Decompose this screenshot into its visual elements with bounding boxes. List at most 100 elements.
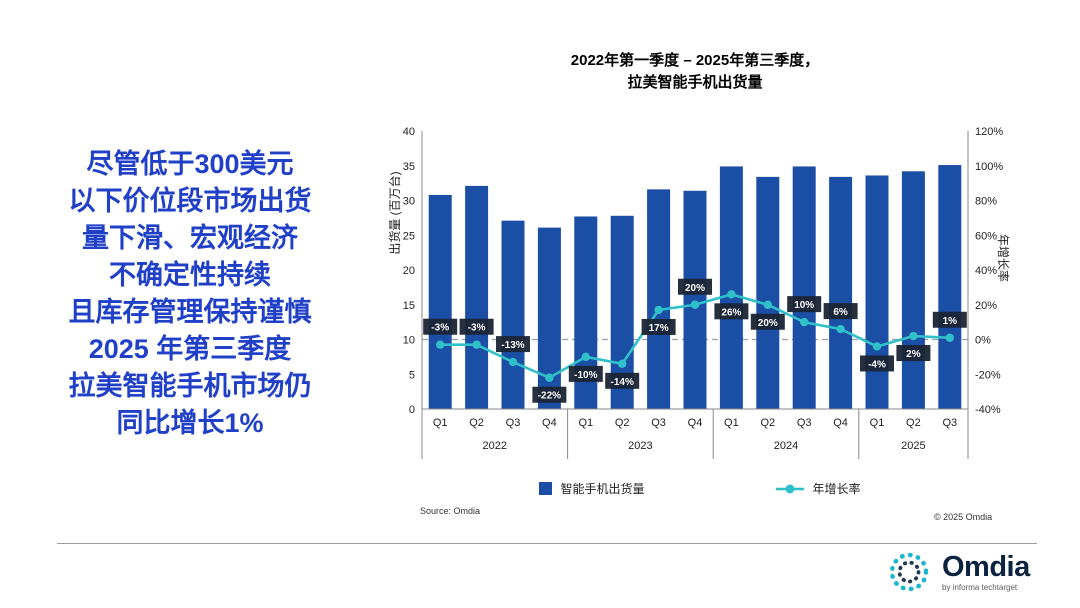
svg-text:Q2: Q2	[906, 417, 921, 429]
key-message-line: 同比增长1%	[116, 408, 264, 438]
point-label-box	[678, 278, 712, 295]
svg-text:5: 5	[409, 369, 415, 381]
point-label: -14%	[611, 377, 634, 388]
line-marker	[545, 373, 554, 382]
point-label: 17%	[649, 323, 669, 334]
copyright-note: © 2025 Omdia	[934, 512, 993, 522]
footer-divider	[57, 543, 1037, 544]
shipments-growth-chart: 0510152025303540-40%-20%0%20%40%60%80%10…	[387, 126, 1010, 459]
point-label: -22%	[538, 391, 561, 402]
key-message-line: 不确定性持续	[109, 260, 271, 290]
point-label: -3%	[431, 323, 449, 334]
line-marker	[800, 317, 809, 327]
point-label-box	[932, 311, 967, 328]
chart-title: 2022年第一季度 – 2025年第三季度， 拉美智能手机出货量	[420, 50, 970, 94]
point-label-box	[787, 296, 822, 313]
key-message-line: 拉美智能手机市场仍	[68, 371, 312, 401]
left-axis-title: 出货量 (百万台)	[387, 171, 402, 254]
bar-swatch-icon	[539, 482, 553, 495]
svg-text:20%: 20%	[975, 300, 997, 312]
line-marker	[508, 357, 518, 367]
line-marker	[945, 333, 954, 342]
point-label: 2%	[906, 349, 921, 360]
omdia-logo-tagline: by informa techtarget	[942, 582, 1018, 592]
svg-text:2023: 2023	[628, 440, 652, 452]
svg-text:Q4: Q4	[542, 417, 557, 429]
svg-text:Q3: Q3	[797, 417, 812, 429]
svg-text:Q3: Q3	[942, 417, 957, 429]
line-marker	[581, 352, 590, 362]
svg-text:-40%: -40%	[975, 404, 1001, 416]
legend-item-growth: 年增长率	[775, 480, 861, 497]
bar	[756, 176, 780, 409]
point-label: 6%	[833, 307, 848, 318]
point-label: 26%	[721, 307, 741, 318]
source-note: Source: Omdia	[420, 506, 481, 516]
svg-text:40%: 40%	[975, 265, 997, 277]
svg-text:100%: 100%	[975, 161, 1003, 173]
svg-text:Q3: Q3	[506, 417, 521, 429]
bar	[938, 165, 962, 409]
line-marker	[763, 300, 772, 309]
point-label-box	[641, 318, 676, 335]
key-message-line: 以下价位段市场出货	[68, 186, 312, 216]
svg-text:Q2: Q2	[615, 417, 630, 429]
key-message-line: 量下滑、宏观经济	[82, 223, 298, 253]
omdia-logo-text: Omdia	[942, 550, 1030, 583]
svg-text:Q2: Q2	[760, 417, 775, 429]
key-message-line: 2025 年第三季度	[88, 334, 292, 364]
svg-text:25: 25	[403, 230, 415, 242]
svg-text:Q3: Q3	[651, 417, 666, 429]
svg-text:Q1: Q1	[724, 417, 739, 429]
key-message-line: 尽管低于300美元	[86, 149, 294, 179]
line-marker	[727, 290, 736, 299]
svg-text:0%: 0%	[975, 335, 991, 347]
svg-text:2024: 2024	[774, 440, 798, 452]
bar	[829, 176, 853, 409]
svg-text:Q2: Q2	[469, 417, 484, 429]
point-label-box	[568, 365, 603, 382]
svg-text:Q1: Q1	[433, 417, 448, 429]
omdia-logo-texts: Omdia by informa techtarget	[942, 550, 1030, 592]
line-marker	[472, 340, 481, 349]
point-label-box	[423, 318, 458, 335]
line-marker	[909, 331, 918, 341]
svg-text:-20%: -20%	[975, 369, 1001, 381]
line-marker	[654, 305, 663, 315]
point-label-box	[459, 318, 494, 335]
svg-text:0: 0	[409, 404, 415, 416]
bar	[719, 166, 743, 409]
point-label: -3%	[468, 323, 486, 334]
bar	[501, 220, 525, 409]
svg-text:Q4: Q4	[688, 417, 703, 429]
point-label: 20%	[758, 318, 778, 329]
bar	[901, 171, 925, 409]
line-marker	[872, 342, 882, 351]
line-marker	[618, 359, 627, 369]
legend-label-shipments: 智能手机出货量	[560, 482, 645, 496]
line-swatch-icon	[775, 484, 804, 493]
line-marker	[690, 300, 700, 309]
chart-title-line1: 2022年第一季度 – 2025年第三季度，	[570, 52, 820, 69]
point-label-box	[496, 336, 530, 353]
line-marker	[836, 324, 845, 334]
bar	[428, 194, 452, 409]
svg-text:2025: 2025	[901, 440, 925, 452]
svg-text:30: 30	[403, 196, 415, 208]
svg-text:Q1: Q1	[578, 417, 593, 429]
point-label: 1%	[943, 316, 958, 327]
point-label: -4%	[868, 359, 886, 370]
bar	[465, 185, 489, 409]
svg-text:Q1: Q1	[870, 417, 885, 429]
bar	[683, 190, 707, 409]
svg-text:10: 10	[403, 335, 415, 347]
bar	[537, 227, 561, 409]
point-label: 10%	[794, 300, 814, 311]
point-label-box	[714, 303, 749, 320]
omdia-logo-mark-icon	[889, 552, 929, 592]
bar	[610, 215, 634, 409]
svg-text:Q4: Q4	[833, 417, 848, 429]
point-label-box	[823, 303, 858, 320]
key-message: 尽管低于300美元 以下价位段市场出货 量下滑、宏观经济 不确定性持续 且库存管理保持谨…	[30, 146, 350, 442]
